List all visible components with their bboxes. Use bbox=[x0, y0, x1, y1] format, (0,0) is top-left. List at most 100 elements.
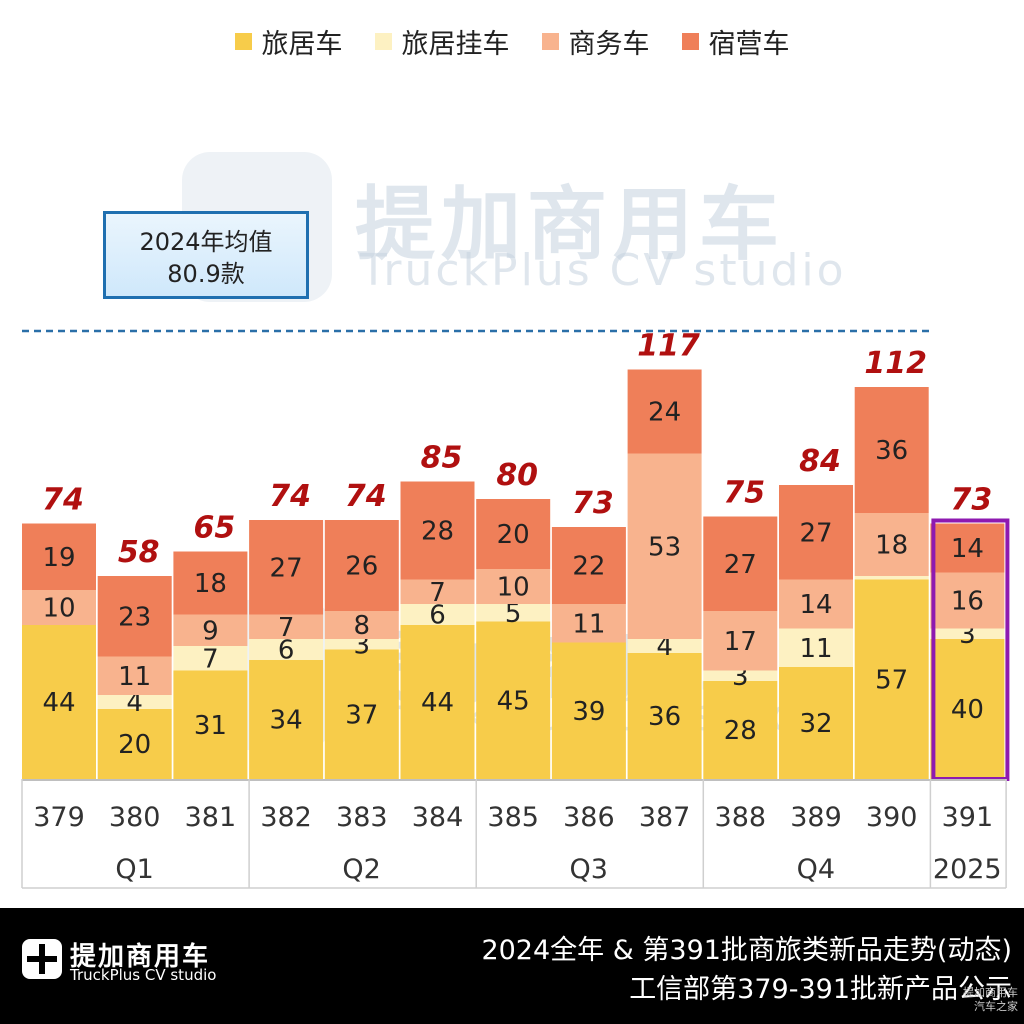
bar-segment bbox=[97, 576, 172, 657]
segment-label: 28 bbox=[421, 517, 454, 547]
group-label: Q3 bbox=[570, 854, 608, 885]
legend-swatch-camper bbox=[681, 33, 699, 50]
bar-segment bbox=[779, 628, 853, 667]
segment-label: 32 bbox=[799, 709, 832, 739]
footer-bar bbox=[0, 908, 1024, 1024]
bar-segment bbox=[779, 579, 853, 629]
bar-segment bbox=[249, 639, 324, 660]
bar-segment bbox=[551, 604, 626, 643]
segment-label: 44 bbox=[42, 688, 75, 718]
bar-segment bbox=[249, 520, 324, 615]
average-box-value: 80.9款 bbox=[167, 260, 245, 288]
segment-label: 45 bbox=[497, 686, 530, 716]
segment-label: 27 bbox=[799, 518, 832, 548]
x-tick-label: 380 bbox=[109, 802, 161, 833]
segment-label: 22 bbox=[572, 552, 605, 582]
x-tick-label: 379 bbox=[33, 802, 85, 833]
bar-segment bbox=[249, 614, 324, 639]
bar-segment bbox=[703, 670, 778, 681]
segment-label: 17 bbox=[724, 627, 757, 657]
bar-segment bbox=[930, 628, 1005, 639]
segment-label: 16 bbox=[951, 587, 984, 617]
segment-label: 9 bbox=[202, 616, 219, 646]
bar-segment bbox=[551, 642, 626, 779]
x-tick-label: 390 bbox=[866, 802, 918, 833]
bar-segment bbox=[627, 639, 702, 653]
group-label: Q1 bbox=[115, 854, 153, 885]
bar-segment bbox=[703, 611, 778, 671]
segment-label: 11 bbox=[799, 634, 832, 664]
bar-segment bbox=[400, 481, 475, 580]
segment-label: 18 bbox=[194, 569, 227, 599]
corner-watermark-line2: 汽车之家 bbox=[974, 1000, 1018, 1013]
brand-subtitle: TruckPlus CV studio bbox=[70, 966, 217, 984]
segment-label: 18 bbox=[875, 531, 908, 561]
average-box-title: 2024年均值 bbox=[139, 228, 273, 256]
bar-segment bbox=[930, 639, 1005, 779]
segment-label: 6 bbox=[429, 601, 446, 631]
x-tick-label: 382 bbox=[260, 802, 312, 833]
corner-watermark: 提加商用车 汽车之家 bbox=[963, 986, 1018, 1014]
segment-label: 4 bbox=[656, 632, 673, 662]
group-label: Q2 bbox=[342, 854, 380, 885]
segment-label: 19 bbox=[42, 543, 75, 573]
bar-segment bbox=[930, 523, 1005, 573]
segment-label: 5 bbox=[505, 599, 522, 629]
bar-segment bbox=[476, 621, 551, 779]
bar-segment bbox=[854, 576, 929, 580]
bar-segment bbox=[779, 485, 853, 580]
bar-segment bbox=[22, 523, 96, 590]
legend-label-trailer: 旅居挂车 bbox=[401, 29, 510, 60]
x-tick-label: 381 bbox=[185, 802, 237, 833]
total-label: 74 bbox=[345, 479, 387, 514]
x-tick-label: 386 bbox=[563, 802, 615, 833]
total-label: 112 bbox=[864, 346, 927, 381]
bar-segment bbox=[854, 579, 929, 779]
legend-swatch-rv bbox=[234, 33, 252, 50]
total-label: 75 bbox=[723, 476, 765, 511]
segment-label: 8 bbox=[354, 611, 371, 641]
bar-segment bbox=[400, 579, 475, 604]
legend-swatch-business bbox=[541, 33, 559, 50]
bar-segment bbox=[703, 516, 778, 611]
segment-label: 36 bbox=[648, 702, 681, 732]
watermark-sub-top: TruckPlus CV studio bbox=[360, 245, 847, 296]
total-label: 65 bbox=[194, 511, 236, 546]
total-label: 80 bbox=[496, 458, 538, 493]
total-label: 84 bbox=[799, 444, 841, 479]
total-label: 74 bbox=[269, 479, 311, 514]
x-tick-label: 389 bbox=[790, 802, 842, 833]
bar-segment bbox=[324, 520, 399, 611]
total-label: 74 bbox=[42, 483, 84, 518]
bar-segment bbox=[627, 453, 702, 639]
bar-segment bbox=[400, 625, 475, 779]
segment-label: 20 bbox=[118, 730, 151, 760]
stacked-bar-chart: 4410197420411235831791865346727743738267… bbox=[21, 329, 1010, 889]
segment-label: 20 bbox=[497, 520, 530, 550]
group-label: 2025 bbox=[933, 854, 1002, 885]
segment-label: 26 bbox=[345, 552, 378, 582]
total-label: 73 bbox=[572, 486, 614, 521]
segment-label: 44 bbox=[421, 688, 454, 718]
bar-segment bbox=[854, 387, 929, 513]
bar-segment bbox=[627, 369, 702, 454]
bar-segment bbox=[779, 667, 853, 779]
legend-label-business: 商务车 bbox=[568, 29, 650, 60]
segment-label: 57 bbox=[875, 665, 908, 695]
segment-label: 7 bbox=[429, 578, 446, 608]
bar-segment bbox=[22, 590, 96, 625]
bar-segment bbox=[854, 513, 929, 576]
x-tick-label: 384 bbox=[412, 802, 464, 833]
segment-label: 27 bbox=[724, 550, 757, 580]
legend-item-trailer: 旅居挂车 bbox=[374, 22, 510, 61]
footer-subtitle: 工信部第379-391批新产品公示 bbox=[629, 974, 1012, 1005]
bar-segment bbox=[97, 709, 172, 779]
legend-item-camper: 宿营车 bbox=[681, 22, 790, 61]
bar-segment bbox=[703, 681, 778, 779]
x-tick-label: 391 bbox=[942, 802, 994, 833]
watermark-text-top: 提加商用车 bbox=[355, 178, 785, 271]
x-tick-label: 388 bbox=[715, 802, 767, 833]
segment-label: 11 bbox=[118, 662, 151, 692]
bar-segment bbox=[324, 649, 399, 779]
corner-watermark-line1: 提加商用车 bbox=[963, 986, 1018, 999]
